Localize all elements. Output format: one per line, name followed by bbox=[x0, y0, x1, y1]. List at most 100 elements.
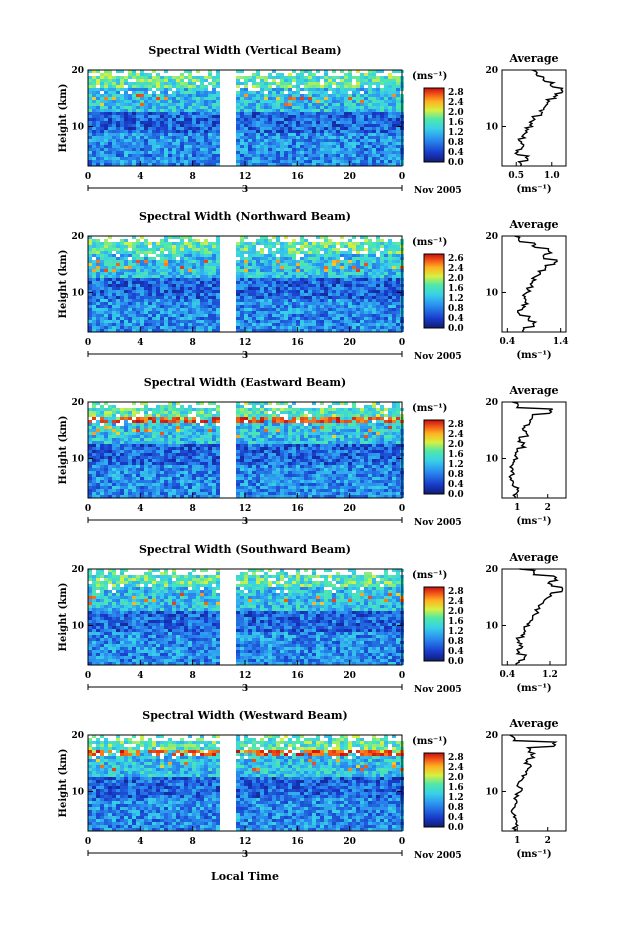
heatmap-cell bbox=[352, 97, 356, 100]
heatmap-cell bbox=[88, 293, 92, 296]
heatmap-cell bbox=[116, 411, 120, 414]
heatmap-cell bbox=[124, 136, 128, 139]
heatmap-cell bbox=[272, 112, 276, 115]
heatmap-cell bbox=[308, 70, 312, 73]
heatmap-cell bbox=[128, 408, 132, 411]
heatmap-cell bbox=[92, 82, 96, 85]
heatmap-cell bbox=[268, 284, 272, 287]
heatmap-cell bbox=[212, 314, 216, 317]
heatmap-cell bbox=[272, 314, 276, 317]
heatmap-cell bbox=[260, 320, 264, 323]
heatmap-cell bbox=[368, 296, 372, 299]
heatmap-cell bbox=[336, 157, 340, 160]
heatmap-cell bbox=[396, 151, 400, 154]
heatmap-cell bbox=[360, 290, 364, 293]
heatmap-cell bbox=[312, 245, 316, 248]
heatmap-cell bbox=[164, 115, 168, 118]
heatmap-cell bbox=[328, 320, 332, 323]
heatmap-cell bbox=[264, 287, 268, 290]
heatmap-cell bbox=[376, 100, 380, 103]
heatmap-cell bbox=[380, 154, 384, 157]
heatmap-cell bbox=[308, 103, 312, 106]
heatmap-cell bbox=[108, 236, 112, 239]
heatmap-cell bbox=[120, 326, 124, 329]
heatmap-cell bbox=[396, 142, 400, 145]
heatmap-cell bbox=[176, 314, 180, 317]
heatmap-cell bbox=[144, 154, 148, 157]
heatmap-cell bbox=[312, 124, 316, 127]
heatmap-cell bbox=[264, 293, 268, 296]
heatmap-cell bbox=[172, 103, 176, 106]
heatmap-cell bbox=[180, 326, 184, 329]
heatmap-cell bbox=[168, 82, 172, 85]
heatmap-cell bbox=[276, 73, 280, 76]
heatmap-cell bbox=[212, 257, 216, 260]
heatmap-cell bbox=[120, 257, 124, 260]
heatmap-cell bbox=[376, 136, 380, 139]
heatmap-cell bbox=[376, 260, 380, 263]
heatmap-cell bbox=[388, 408, 392, 411]
heatmap-cell bbox=[388, 91, 392, 94]
heatmap-cell bbox=[92, 317, 96, 320]
heatmap-cell bbox=[136, 73, 140, 76]
heatmap-cell bbox=[268, 251, 272, 254]
heatmap-cell bbox=[248, 302, 252, 305]
heatmap-cell bbox=[144, 136, 148, 139]
heatmap-cell bbox=[104, 417, 108, 420]
heatmap-cell bbox=[108, 133, 112, 136]
heatmap-cell bbox=[104, 326, 108, 329]
heatmap-cell bbox=[304, 115, 308, 118]
heatmap-cell bbox=[364, 317, 368, 320]
heatmap-cell bbox=[380, 414, 384, 417]
heatmap-cell bbox=[104, 329, 108, 332]
heatmap-cell bbox=[324, 115, 328, 118]
heatmap-cell bbox=[288, 257, 292, 260]
heatmap-cell bbox=[344, 402, 348, 405]
heatmap-cell bbox=[260, 311, 264, 314]
heatmap-cell bbox=[120, 254, 124, 257]
heatmap-cell bbox=[96, 70, 100, 73]
heatmap-cell bbox=[136, 160, 140, 163]
heatmap-cell bbox=[308, 130, 312, 133]
heatmap-cell bbox=[188, 296, 192, 299]
heatmap-cell bbox=[276, 251, 280, 254]
heatmap-cell bbox=[372, 133, 376, 136]
heatmap-cell bbox=[160, 326, 164, 329]
heatmap-cell bbox=[88, 148, 92, 151]
heatmap-cell bbox=[176, 79, 180, 82]
heatmap-cell bbox=[108, 118, 112, 121]
heatmap-cell bbox=[272, 296, 276, 299]
heatmap-cell bbox=[276, 148, 280, 151]
heatmap-cell bbox=[196, 94, 200, 97]
heatmap-cell bbox=[164, 148, 168, 151]
heatmap-cell bbox=[92, 305, 96, 308]
heatmap-cell bbox=[128, 133, 132, 136]
heatmap-cell bbox=[200, 414, 204, 417]
heatmap-cell bbox=[164, 408, 168, 411]
heatmap-cell bbox=[368, 260, 372, 263]
heatmap-cell bbox=[256, 136, 260, 139]
heatmap-cell bbox=[132, 314, 136, 317]
heatmap-cell bbox=[208, 251, 212, 254]
heatmap-cell bbox=[316, 329, 320, 332]
heatmap-cell bbox=[344, 130, 348, 133]
heatmap-cell bbox=[196, 239, 200, 242]
heatmap-cell bbox=[172, 257, 176, 260]
heatmap-cell bbox=[352, 417, 356, 420]
heatmap-cell bbox=[128, 160, 132, 163]
heatmap-cell bbox=[396, 248, 400, 251]
heatmap-cell bbox=[328, 314, 332, 317]
heatmap-cell bbox=[156, 121, 160, 124]
heatmap-cell bbox=[180, 296, 184, 299]
heatmap-cell bbox=[212, 245, 216, 248]
heatmap-cell bbox=[264, 314, 268, 317]
heatmap-cell bbox=[188, 236, 192, 239]
heatmap-cell bbox=[112, 411, 116, 414]
heatmap-cell bbox=[168, 97, 172, 100]
heatmap-cell bbox=[372, 311, 376, 314]
heatmap-cell bbox=[96, 302, 100, 305]
heatmap-cell bbox=[196, 263, 200, 266]
heatmap-cell bbox=[352, 112, 356, 115]
heatmap-cell bbox=[356, 124, 360, 127]
heatmap-cell bbox=[112, 97, 116, 100]
